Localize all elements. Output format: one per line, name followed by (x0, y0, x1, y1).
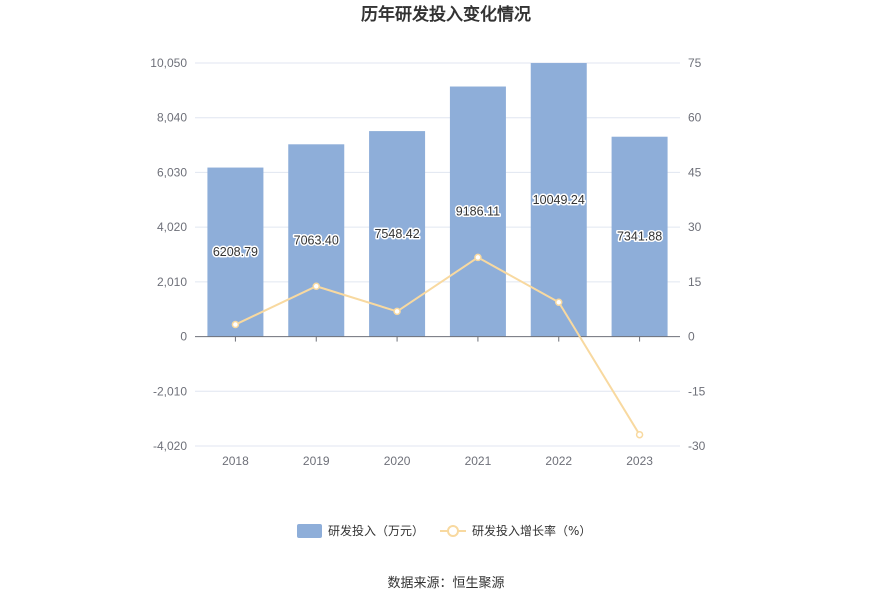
x-tick-label: 2023 (626, 454, 653, 468)
line-point (393, 307, 401, 316)
bar-value-label: 6208.79 (213, 245, 258, 259)
bar-value-label: 7341.88 (617, 230, 662, 244)
right-tick-label: -15 (688, 384, 706, 398)
line-series (231, 253, 644, 439)
right-tick-label: -30 (688, 439, 706, 453)
x-tick-label: 2021 (465, 454, 492, 468)
left-tick-label: 0 (180, 330, 187, 344)
x-tick-label: 2018 (222, 454, 249, 468)
bar-value-label: 7063.40 (294, 233, 339, 247)
legend-bar-swatch (297, 524, 322, 538)
legend-bar-label: 研发投入（万元） (328, 523, 424, 538)
bar (369, 131, 426, 337)
bar (611, 136, 668, 337)
line-point (231, 320, 240, 329)
right-tick-label: 0 (688, 330, 695, 344)
right-tick-label: 30 (688, 220, 702, 234)
left-tick-label: 10,050 (150, 56, 187, 70)
bar-series (207, 63, 668, 337)
legend-item-line[interactable]: 研发投入增长率（%） (440, 523, 591, 538)
x-axis: 2018 2019 2020 2021 2022 2023 (195, 336, 680, 468)
x-tick-label: 2022 (545, 454, 572, 468)
line-point (312, 282, 320, 290)
left-axis: 10,050 8,040 6,030 4,020 2,010 0 -2,010 -4,020 (150, 56, 187, 453)
x-tick-label: 2020 (384, 454, 411, 468)
growth-line (234, 256, 641, 436)
right-tick-label: 45 (688, 165, 702, 179)
bar-value-label: 9186.11 (456, 205, 500, 219)
left-tick-label: 6,030 (157, 165, 187, 179)
right-tick-label: 15 (688, 275, 702, 289)
source-note: 数据来源：恒生聚源 (387, 576, 504, 591)
legend-item-bar[interactable]: 研发投入（万元） (297, 523, 424, 538)
right-tick-label: 60 (688, 111, 702, 125)
bar-labels: 6208.79 7063.40 7548.42 9186.11 10049.24 7341… (211, 191, 663, 260)
bar-value-label: 10049.24 (533, 193, 585, 207)
bar (288, 144, 345, 337)
bar (449, 86, 506, 337)
left-tick-label: 2,010 (157, 275, 187, 289)
left-tick-label: -2,010 (153, 384, 187, 398)
right-axis: 75 60 45 30 15 0 -15 -30 (688, 56, 706, 453)
line-point (635, 430, 644, 439)
line-point (555, 298, 563, 307)
left-tick-label: -4,020 (153, 439, 187, 453)
bar (207, 167, 264, 337)
bar-value-label: 7548.42 (374, 227, 419, 241)
grid-lines (195, 62, 680, 447)
legend-line-marker (447, 525, 459, 537)
right-tick-label: 75 (688, 56, 702, 70)
x-tick-label: 2019 (303, 454, 330, 468)
legend-line-label: 研发投入增长率（%） (472, 523, 591, 538)
line-point (474, 253, 482, 262)
legend: 研发投入（万元） 研发投入增长率（%） (297, 523, 591, 538)
left-tick-label: 4,020 (157, 220, 187, 234)
chart-title: 历年研发投入变化情况 (361, 4, 531, 25)
left-tick-label: 8,040 (157, 111, 187, 125)
